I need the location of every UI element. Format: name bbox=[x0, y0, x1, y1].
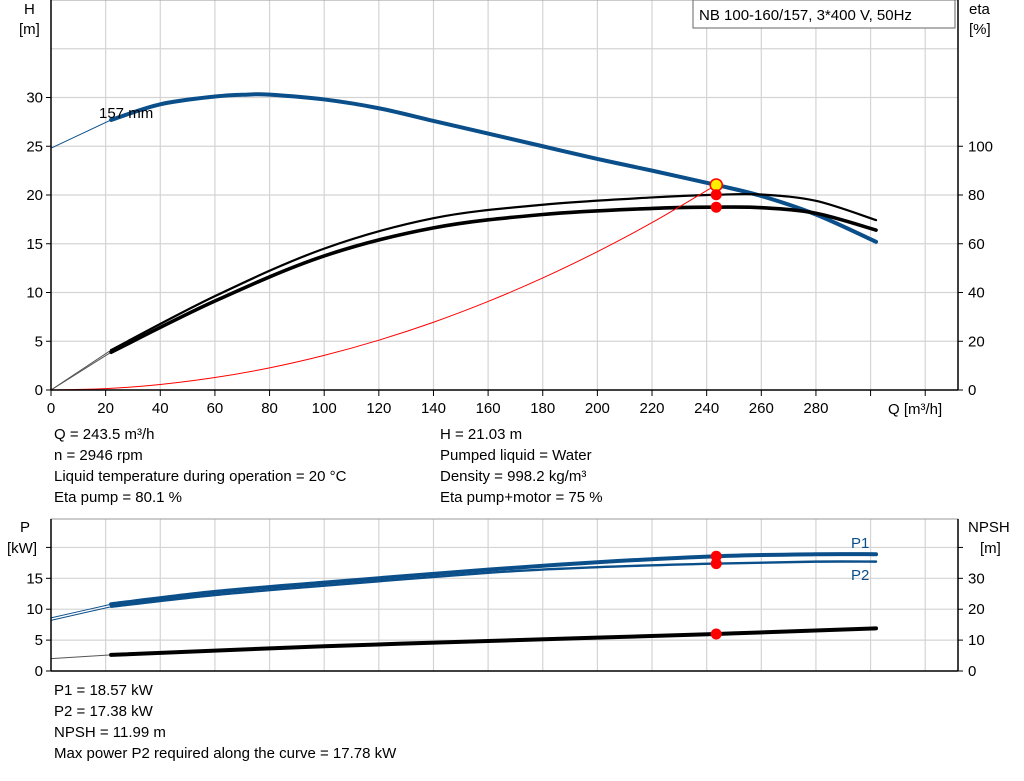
info-density: Density = 998.2 kg/m³ bbox=[440, 468, 587, 485]
duty-point-P2 bbox=[710, 558, 722, 570]
y-tick-label-left: 15 bbox=[26, 570, 43, 587]
npsh-axis-unit: [m] bbox=[980, 540, 1001, 557]
y-tick-label-left: 25 bbox=[26, 138, 43, 155]
info-npsh: NPSH = 11.99 m bbox=[54, 724, 166, 741]
y-tick-label-right: 20 bbox=[968, 601, 985, 618]
y-axis-right-name: eta bbox=[969, 1, 991, 18]
eta-pump-motor-extrapolated-curve bbox=[50, 351, 112, 391]
x-tick-label: 160 bbox=[476, 400, 501, 417]
info-eta-pump: Eta pump = 80.1 % bbox=[54, 489, 182, 506]
x-tick-label: 80 bbox=[261, 400, 278, 417]
y-tick-label-right: 60 bbox=[968, 236, 985, 253]
y-tick-label-left: 5 bbox=[35, 333, 43, 350]
x-tick-label: 180 bbox=[530, 400, 555, 417]
npsh-axis-name: NPSH bbox=[968, 519, 1010, 536]
y-tick-label-left: 15 bbox=[26, 236, 43, 253]
y-tick-label-right: 0 bbox=[968, 382, 976, 399]
curves bbox=[50, 550, 879, 660]
x-tick-label: 0 bbox=[47, 400, 55, 417]
y-tick-label-left: 10 bbox=[26, 285, 43, 302]
p-axis-name: P bbox=[20, 519, 30, 536]
info-right-column: H = 21.03 m Pumped liquid = Water Densit… bbox=[440, 424, 603, 508]
y-tick-label-left: 5 bbox=[35, 632, 43, 649]
x-tick-label: 200 bbox=[585, 400, 610, 417]
x-tick-label: 100 bbox=[312, 400, 337, 417]
H-extrapolated-curve bbox=[50, 119, 112, 149]
info-pumped-liquid: Pumped liquid = Water bbox=[440, 447, 592, 464]
x-tick-label: 140 bbox=[421, 400, 446, 417]
info-p1: P1 = 18.57 kW bbox=[54, 682, 153, 699]
info-flow: Q = 243.5 m³/h bbox=[54, 426, 155, 443]
x-tick-label: 280 bbox=[803, 400, 828, 417]
info-left-column: Q = 243.5 m³/h n = 2946 rpm Liquid tempe… bbox=[54, 424, 346, 508]
info-speed: n = 2946 rpm bbox=[54, 447, 143, 464]
system-curve bbox=[50, 184, 717, 391]
y-tick-label-left: 0 bbox=[35, 663, 43, 680]
info-max-power: Max power P2 required along the curve = … bbox=[54, 745, 397, 762]
NPSH-curve bbox=[109, 626, 879, 657]
legend-text: NB 100-160/157, 3*400 V, 50Hz bbox=[699, 7, 912, 24]
axes: 0 5 10 15 0 10 20 30 bbox=[26, 519, 985, 680]
duty-point-eta-pump bbox=[710, 189, 722, 201]
y-tick-label-right: 80 bbox=[968, 187, 985, 204]
NPSH-extrapolated-curve bbox=[50, 654, 112, 660]
duty-point-NPSH bbox=[710, 628, 722, 640]
duty-point-H bbox=[709, 178, 723, 192]
eta-pump-curve bbox=[110, 192, 878, 352]
duty-point-eta-pump-motor bbox=[710, 201, 722, 213]
p2-label: P2 bbox=[851, 567, 869, 584]
p1-label: P1 bbox=[851, 535, 869, 552]
P2-curve bbox=[109, 560, 878, 608]
x-tick-label: 20 bbox=[97, 400, 114, 417]
y-tick-label-left: 20 bbox=[26, 187, 43, 204]
grid bbox=[50, 0, 959, 391]
info-power: P1 = 18.57 kW P2 = 17.38 kW NPSH = 11.99… bbox=[54, 680, 396, 764]
P1-extrapolated-curve bbox=[50, 603, 112, 619]
curves bbox=[50, 92, 879, 391]
y-tick-label-right: 0 bbox=[968, 663, 976, 680]
info-p2: P2 = 17.38 kW bbox=[54, 703, 153, 720]
eta-pump-motor-curve bbox=[109, 205, 878, 355]
y-tick-label-left: 10 bbox=[26, 601, 43, 618]
power-npsh-chart: 0 5 10 15 0 10 20 30 P [kW] NPSH [m] P1 P2 bbox=[7, 518, 1010, 680]
y-tick-label-right: 100 bbox=[968, 138, 993, 155]
legend-box: NB 100-160/157, 3*400 V, 50Hz bbox=[692, 0, 956, 29]
impeller-label: 157 mm bbox=[99, 105, 153, 122]
y-tick-label-right: 20 bbox=[968, 333, 985, 350]
P2-extrapolated-curve bbox=[50, 606, 112, 621]
H-curve bbox=[109, 92, 879, 244]
x-tick-label: 260 bbox=[749, 400, 774, 417]
y-tick-label-right: 30 bbox=[968, 570, 985, 587]
info-head: H = 21.03 m bbox=[440, 426, 523, 443]
x-tick-label: 220 bbox=[640, 400, 665, 417]
x-tick-label: 40 bbox=[152, 400, 169, 417]
info-eta-pump-motor: Eta pump+motor = 75 % bbox=[440, 489, 603, 506]
x-axis-label: Q [m³/h] bbox=[888, 401, 942, 418]
p-axis-unit: [kW] bbox=[7, 540, 37, 557]
axes: 0 5 10 15 20 25 30 0 20 40 60 80 100 0 20 40 60 80 100 120 1… bbox=[26, 0, 993, 417]
y-tick-label-right: 10 bbox=[968, 632, 985, 649]
y-tick-label-left: 0 bbox=[35, 382, 43, 399]
info-liquid-temperature: Liquid temperature during operation = 20… bbox=[54, 468, 347, 485]
y-axis-right-unit: [%] bbox=[969, 21, 991, 38]
x-tick-label: 240 bbox=[694, 400, 719, 417]
y-axis-left-name: H bbox=[24, 1, 35, 18]
head-efficiency-chart: 0 5 10 15 20 25 30 0 20 40 60 80 100 0 20 40 60 80 100 120 1… bbox=[19, 0, 993, 418]
P1-curve bbox=[109, 552, 879, 607]
y-tick-label-left: 30 bbox=[26, 90, 43, 107]
x-tick-label: 120 bbox=[366, 400, 391, 417]
y-tick-label-right: 40 bbox=[968, 285, 985, 302]
x-tick-label: 60 bbox=[207, 400, 224, 417]
y-axis-left-unit: [m] bbox=[19, 21, 40, 38]
